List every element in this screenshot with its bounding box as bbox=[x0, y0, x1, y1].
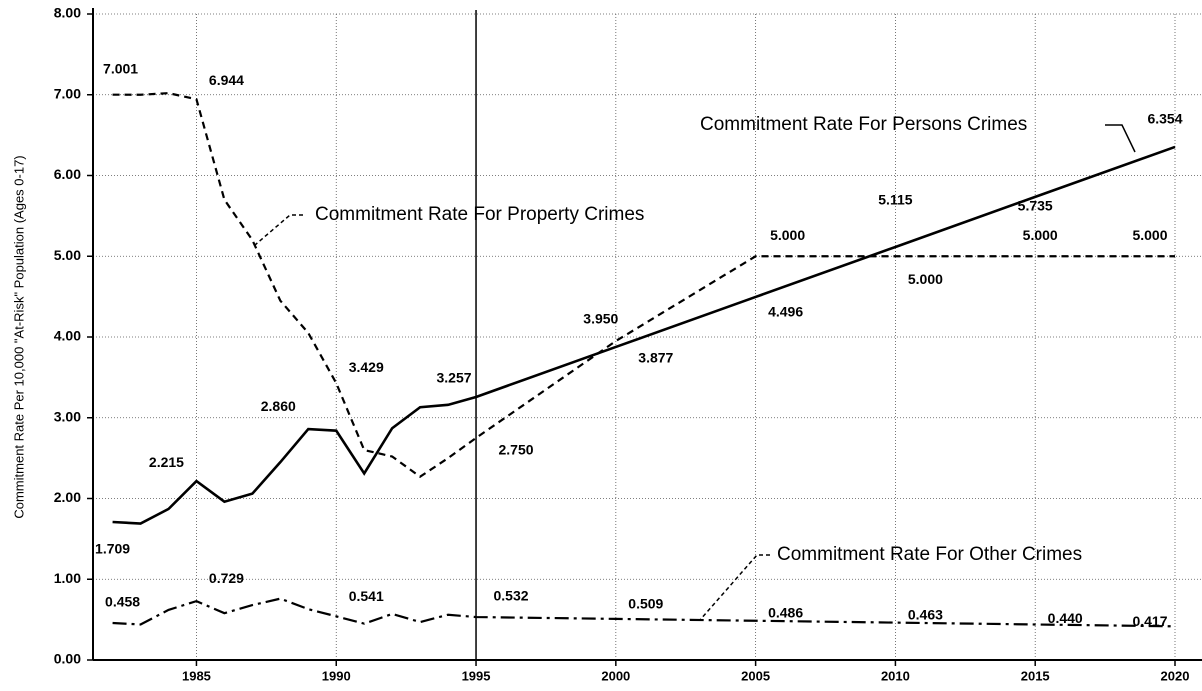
data-label: 5.000 bbox=[908, 271, 943, 287]
leader-line bbox=[254, 214, 303, 246]
y-tick-label: 5.00 bbox=[54, 247, 81, 263]
x-tick-label: 2005 bbox=[741, 668, 770, 683]
data-label: 3.257 bbox=[437, 370, 472, 386]
data-label: 6.354 bbox=[1147, 111, 1182, 127]
y-tick-label: 7.00 bbox=[54, 85, 81, 101]
leader-line bbox=[1105, 124, 1136, 153]
data-label: 0.541 bbox=[349, 588, 384, 604]
data-label: 6.944 bbox=[209, 72, 244, 88]
y-tick-label: 1.00 bbox=[54, 570, 81, 586]
y-tick-label: 3.00 bbox=[54, 408, 81, 424]
data-label: 3.877 bbox=[638, 350, 673, 366]
x-tick-label: 2010 bbox=[881, 668, 910, 683]
series-line bbox=[112, 597, 1176, 628]
data-label: 7.001 bbox=[103, 60, 138, 76]
x-tick-label: 1990 bbox=[322, 668, 351, 683]
data-label: 2.215 bbox=[149, 454, 184, 470]
data-label: 0.532 bbox=[494, 588, 529, 604]
data-label: 2.750 bbox=[499, 442, 534, 458]
data-label: 2.860 bbox=[261, 398, 296, 414]
leader-line bbox=[699, 554, 770, 621]
data-label: 0.486 bbox=[768, 604, 803, 620]
x-tick-label: 1995 bbox=[462, 668, 491, 683]
data-label: 3.950 bbox=[583, 311, 618, 327]
data-label: 1.709 bbox=[95, 541, 130, 557]
y-tick-label: 0.00 bbox=[54, 651, 81, 667]
y-tick-label: 6.00 bbox=[54, 166, 81, 182]
data-label: 3.429 bbox=[349, 359, 384, 375]
data-label: 5.000 bbox=[1023, 227, 1058, 243]
data-label: 0.417 bbox=[1132, 613, 1167, 629]
series-line bbox=[112, 92, 1175, 479]
y-tick-label: 4.00 bbox=[54, 328, 81, 344]
data-label: 0.458 bbox=[105, 594, 140, 610]
data-label: 0.440 bbox=[1048, 610, 1083, 626]
series-annotation: Commitment Rate For Property Crimes bbox=[315, 204, 644, 225]
x-tick-label: 2020 bbox=[1161, 668, 1190, 683]
data-label: 5.000 bbox=[1132, 227, 1167, 243]
x-tick-label: 2000 bbox=[601, 668, 630, 683]
series-annotation: Commitment Rate For Other Crimes bbox=[777, 544, 1082, 565]
data-label: 5.000 bbox=[770, 227, 805, 243]
y-tick-label: 2.00 bbox=[54, 489, 81, 505]
data-label: 0.729 bbox=[209, 570, 244, 586]
data-label: 4.496 bbox=[768, 304, 803, 320]
y-tick-label: 8.00 bbox=[54, 5, 81, 21]
data-label: 0.509 bbox=[628, 596, 663, 612]
y-axis-label: Commitment Rate Per 10,000 "At-Risk" Pop… bbox=[11, 155, 26, 518]
x-tick-label: 2015 bbox=[1021, 668, 1050, 683]
data-label: 0.463 bbox=[908, 606, 943, 622]
data-label: 5.115 bbox=[878, 192, 912, 208]
series-line bbox=[112, 145, 1176, 525]
x-tick-label: 1985 bbox=[182, 668, 211, 683]
series-annotation: Commitment Rate For Persons Crimes bbox=[700, 114, 1027, 135]
data-label: 5.735 bbox=[1018, 198, 1053, 214]
